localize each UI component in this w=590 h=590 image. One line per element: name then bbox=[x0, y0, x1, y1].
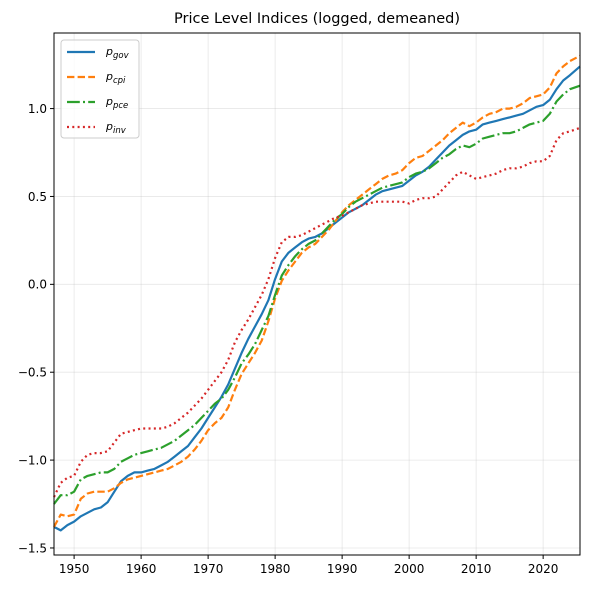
legend-label-main: p bbox=[105, 95, 113, 108]
series-line-cpi bbox=[53, 54, 581, 528]
legend-label-main: p bbox=[105, 70, 113, 83]
y-tick-label: 0.5 bbox=[28, 190, 47, 204]
plot-area-frame bbox=[53, 32, 581, 556]
legend-label-subscript: pce bbox=[112, 101, 128, 111]
chart-title: Price Level Indices (logged, demeaned) bbox=[174, 11, 460, 27]
x-tick-label: 2000 bbox=[394, 562, 425, 576]
legend-label-cpi: pcpi bbox=[105, 70, 126, 86]
series-line-pce bbox=[53, 84, 581, 505]
y-tick-label: −1.5 bbox=[18, 541, 47, 555]
x-tick-label: 1950 bbox=[59, 562, 90, 576]
y-tick-label: 0.0 bbox=[28, 278, 47, 292]
x-tick-label: 1960 bbox=[126, 562, 157, 576]
legend-label-pce: ppce bbox=[105, 95, 128, 111]
legend-label-subscript: cpi bbox=[113, 76, 126, 86]
x-tick-label: 2010 bbox=[461, 562, 492, 576]
x-tick-label: 1980 bbox=[260, 562, 291, 576]
axis-layer: 1950 1960 1970 1980 1990 2000 2010 2020 −1.5 −1.0… bbox=[18, 102, 559, 576]
legend-label-main: p bbox=[105, 45, 113, 58]
legend-label-inv: pinv bbox=[105, 120, 127, 136]
legend-label-main: p bbox=[105, 120, 113, 133]
legend-label-gov: pgov bbox=[105, 45, 130, 61]
y-tick-label: −1.0 bbox=[18, 453, 47, 467]
y-tick-label: −0.5 bbox=[18, 366, 47, 380]
x-tick-label: 1990 bbox=[327, 562, 358, 576]
x-tick-label: 2020 bbox=[528, 562, 559, 576]
y-tick-label: 1.0 bbox=[28, 102, 47, 116]
legend-label-subscript: gov bbox=[113, 51, 130, 61]
series-line-gov bbox=[53, 65, 581, 532]
x-tick-label: 1970 bbox=[193, 562, 224, 576]
legend-box bbox=[60, 39, 140, 139]
legend-label-subscript: inv bbox=[113, 126, 127, 136]
series-layer bbox=[53, 54, 581, 532]
